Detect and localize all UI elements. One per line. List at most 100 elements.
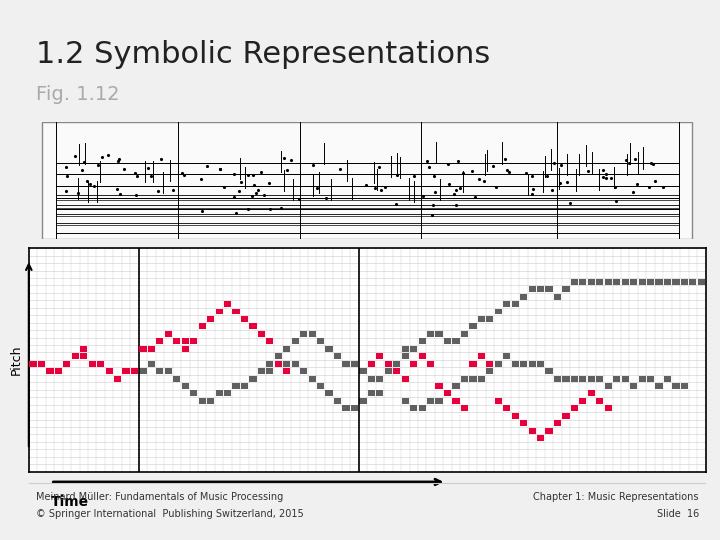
Bar [655,279,662,285]
Bar [478,375,485,382]
Bar [613,375,621,382]
Bar [148,346,155,352]
Bar [562,375,570,382]
Bar [444,390,451,396]
Bar [647,375,654,382]
Bar [377,353,384,359]
Bar [528,361,536,367]
Text: Time: Time [50,496,89,509]
Bar [224,390,231,396]
Bar [580,375,587,382]
Bar [207,316,215,322]
Bar [486,368,493,374]
Bar [233,308,240,314]
Bar [503,301,510,307]
Bar [351,406,358,411]
Bar [588,390,595,396]
Bar [655,383,662,389]
Bar [495,308,502,314]
Bar [402,353,409,359]
Bar [283,368,290,374]
Bar [199,323,206,329]
Bar [46,368,53,374]
Bar [165,331,172,337]
Bar [368,375,375,382]
Bar [520,361,527,367]
Bar [495,398,502,404]
Bar [190,339,197,345]
Bar [122,368,130,374]
Bar [562,286,570,292]
Bar [384,361,392,367]
Bar [444,390,451,396]
Bar [402,346,409,352]
Bar [630,279,637,285]
Bar [80,353,87,359]
Bar [410,361,418,367]
Bar [503,353,510,359]
Bar [672,279,680,285]
Bar [427,398,434,404]
Bar [689,279,696,285]
Bar [55,368,62,374]
Bar [30,361,37,367]
Bar [165,368,172,374]
Bar [613,279,621,285]
Bar [174,375,181,382]
Bar [469,323,477,329]
Bar [537,435,544,441]
Bar [418,406,426,411]
Bar [436,398,443,404]
Bar [174,339,181,345]
Bar [309,331,316,337]
Bar [512,361,519,367]
Bar [317,383,324,389]
Bar [698,279,705,285]
Bar [275,361,282,367]
Bar [325,390,333,396]
Bar [131,368,138,374]
Bar [359,368,366,374]
Bar [283,346,290,352]
Bar [664,279,671,285]
Bar [554,420,561,426]
Bar [528,428,536,434]
Bar [571,279,578,285]
Bar [546,368,553,374]
Bar [38,361,45,367]
Bar [520,420,527,426]
Bar [181,383,189,389]
Bar [368,361,375,367]
Bar [478,316,485,322]
Text: Pitch: Pitch [9,345,22,375]
Bar [258,368,265,374]
Bar [359,398,366,404]
Bar [639,375,646,382]
Bar [384,368,392,374]
Bar [596,279,603,285]
Bar [199,398,206,404]
Text: Meinard Müller: Fundamentals of Music Processing: Meinard Müller: Fundamentals of Music Pr… [35,492,283,502]
Bar [140,368,147,374]
Bar [588,375,595,382]
Bar [266,361,274,367]
Bar [469,361,477,367]
Bar [241,383,248,389]
Bar [266,339,274,345]
Bar [215,308,222,314]
Bar [292,361,299,367]
Bar [343,406,350,411]
Bar [503,406,510,411]
Bar [630,383,637,389]
Bar [418,353,426,359]
Bar [275,353,282,359]
Bar [546,286,553,292]
Bar [300,368,307,374]
Bar [436,331,443,337]
Bar [664,375,671,382]
Bar [233,383,240,389]
Bar [343,361,350,367]
Bar [114,375,121,382]
Bar [140,346,147,352]
Bar [562,413,570,418]
